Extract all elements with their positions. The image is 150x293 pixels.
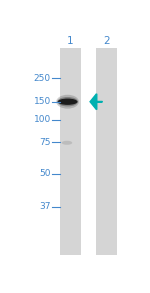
Text: 37: 37 (39, 202, 51, 211)
Text: 50: 50 (39, 169, 51, 178)
Ellipse shape (56, 95, 79, 109)
Ellipse shape (58, 98, 77, 105)
Ellipse shape (62, 141, 72, 145)
Text: 1: 1 (67, 36, 74, 46)
Text: 150: 150 (33, 97, 51, 106)
Ellipse shape (57, 97, 78, 106)
Text: 100: 100 (33, 115, 51, 124)
Text: 75: 75 (39, 138, 51, 147)
Bar (96, 47, 117, 255)
FancyArrow shape (90, 94, 102, 110)
Text: 2: 2 (103, 36, 110, 46)
Text: 250: 250 (34, 74, 51, 83)
Bar (60, 47, 81, 255)
